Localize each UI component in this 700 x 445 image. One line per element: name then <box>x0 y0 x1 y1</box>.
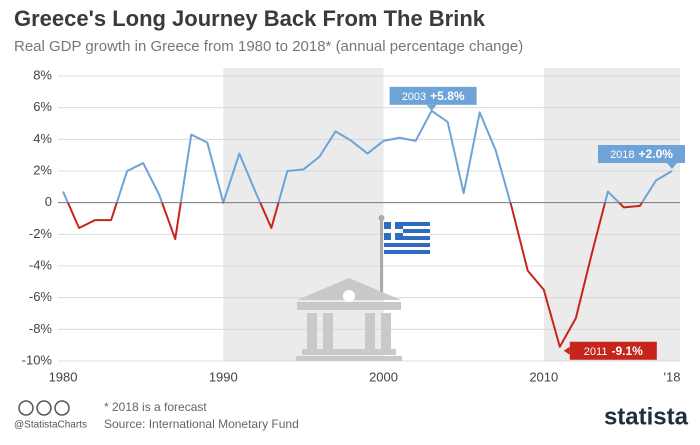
y-tick-label: -10% <box>22 352 53 367</box>
annotation-box <box>569 341 657 360</box>
chart-subtitle: Real GDP growth in Greece from 1980 to 2… <box>14 38 523 55</box>
y-tick-label: 8% <box>33 67 52 82</box>
annotation-box <box>597 145 685 163</box>
y-tick-label: 2% <box>33 162 52 177</box>
shaded-band <box>543 68 680 361</box>
annotation-text: 2011 -9.1% <box>584 344 643 358</box>
x-tick-label: 1990 <box>209 369 238 384</box>
shaded-band <box>223 68 384 361</box>
y-tick-label: 6% <box>33 99 52 114</box>
y-tick-label: 4% <box>33 131 52 146</box>
annotation-box <box>389 86 477 105</box>
y-tick-label: -6% <box>29 289 53 304</box>
handle: @StatistaCharts <box>14 420 87 431</box>
building-icon <box>296 215 402 361</box>
annotation-pointer <box>666 163 677 169</box>
annotation-value: -9.1% <box>611 344 643 358</box>
series-line <box>66 202 644 348</box>
y-tick-label: -2% <box>29 226 53 241</box>
x-tick-label: 2000 <box>369 369 398 384</box>
annotation: 2018 +2.0% <box>597 145 685 169</box>
series-line <box>62 109 673 203</box>
flag-icon <box>384 222 430 254</box>
footnote: * 2018 is a forecast <box>104 400 207 414</box>
source: Source: International Monetary Fund <box>104 417 299 431</box>
annotation-value: +2.0% <box>639 147 674 161</box>
x-tick-label: '18 <box>664 369 681 384</box>
annotation: 2003 +5.8% <box>389 86 477 111</box>
annotation-year: 2011 <box>584 346 608 358</box>
chart-title: Greece's Long Journey Back From The Brin… <box>14 6 486 31</box>
annotation-pointer <box>563 346 570 355</box>
y-tick-label: 0 <box>45 194 52 209</box>
x-tick-label: 2010 <box>529 369 558 384</box>
y-tick-label: -4% <box>29 257 53 272</box>
y-tick-label: -8% <box>29 321 53 336</box>
cc-icons <box>18 400 70 416</box>
annotation-pointer <box>426 104 437 111</box>
annotation: 2011 -9.1% <box>563 341 657 360</box>
annotation-year: 2018 <box>610 149 634 161</box>
annotation-text: 2003 +5.8% <box>402 89 465 103</box>
annotation-value: +5.8% <box>430 89 465 103</box>
annotation-year: 2003 <box>402 91 426 103</box>
annotation-text: 2018 +2.0% <box>610 147 673 161</box>
brand: statista <box>604 403 689 430</box>
x-tick-label: 1980 <box>49 369 78 384</box>
